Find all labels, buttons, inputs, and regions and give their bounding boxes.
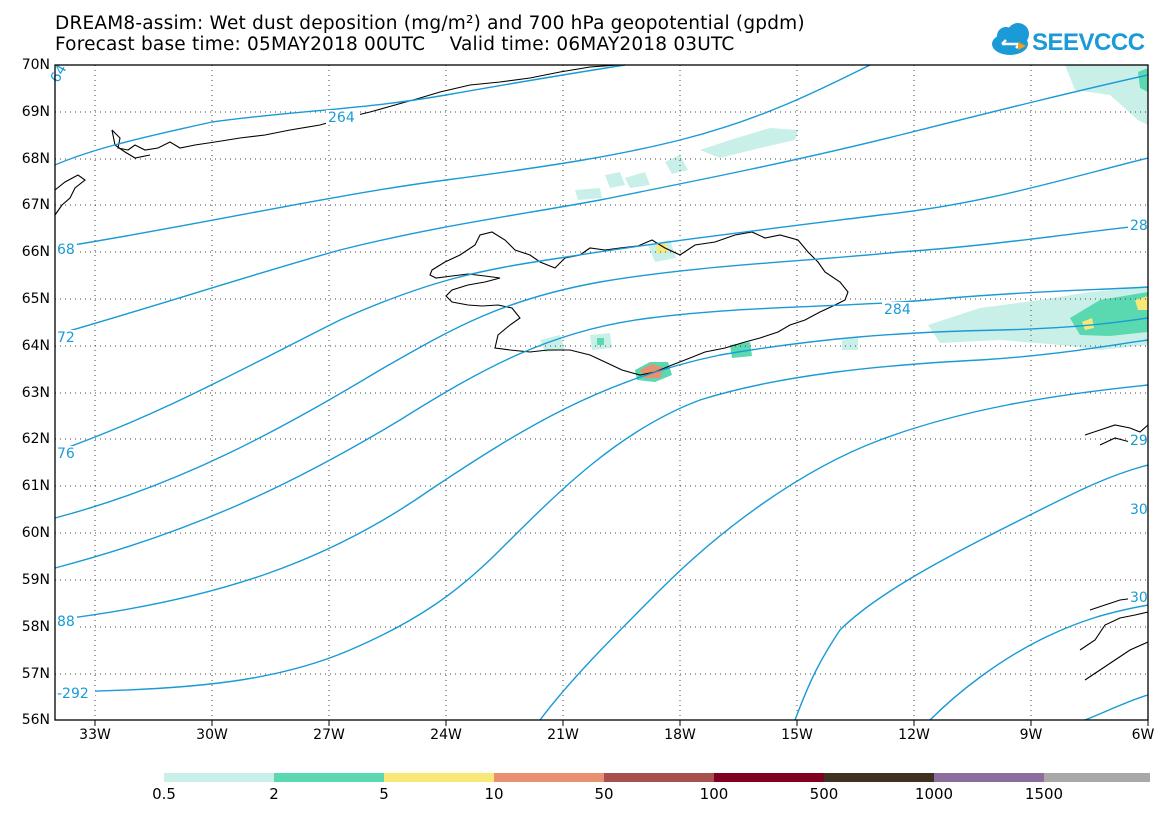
contour-label: 28 <box>1130 218 1148 234</box>
lon-label-21w: 21W <box>547 727 579 743</box>
lat-label-70n: 70N <box>21 57 50 73</box>
lat-label-65n: 65N <box>21 291 50 307</box>
graticule <box>55 65 1148 720</box>
contour-label: 264 <box>328 110 355 126</box>
contour-label: 284 <box>884 302 911 318</box>
lon-label-6w: 6W <box>1131 727 1155 743</box>
axis-ticks <box>94 720 1149 726</box>
lat-label-69n: 69N <box>21 104 50 120</box>
colorbar-swatch-7 <box>934 773 1044 782</box>
colorbar-label: 100 <box>699 785 729 803</box>
lon-label-12w: 12W <box>898 727 930 743</box>
lat-label-60n: 60N <box>21 525 50 541</box>
lat-label-61n: 61N <box>21 478 50 494</box>
lon-label-30w: 30W <box>196 727 228 743</box>
colorbar-swatch-3 <box>494 773 604 782</box>
lat-label-63n: 63N <box>21 385 50 401</box>
lat-label-56n: 56N <box>21 712 50 728</box>
lat-label-68n: 68N <box>21 151 50 167</box>
geopotential-contours <box>54 64 1149 721</box>
colorbar-swatch-6 <box>824 773 934 782</box>
colorbar-swatch-1 <box>274 773 384 782</box>
lon-label-27w: 27W <box>313 727 345 743</box>
contour-label: 29 <box>1130 433 1148 449</box>
contour-label: 30 <box>1130 590 1148 606</box>
lat-label-58n: 58N <box>21 619 50 635</box>
lat-label-67n: 67N <box>21 197 50 213</box>
lon-label-24w: 24W <box>430 727 462 743</box>
dust-deposition-layer <box>540 65 1148 382</box>
colorbar-label: 5 <box>379 785 389 803</box>
contour-label: -292 <box>57 686 89 702</box>
contour-label: 72 <box>57 330 75 346</box>
lon-label-18w: 18W <box>664 727 696 743</box>
colorbar-swatch-2 <box>384 773 494 782</box>
map-subtitle: Forecast base time: 05MAY2018 00UTC Vali… <box>55 34 735 55</box>
colorbar-swatch-4 <box>604 773 714 782</box>
contour-label: 88 <box>57 614 75 630</box>
lat-label-66n: 66N <box>21 244 50 260</box>
colorbar-label: 1000 <box>914 785 954 803</box>
lat-label-64n: 64N <box>21 338 50 354</box>
colorbar-label: 0.5 <box>152 785 176 803</box>
colorbar-swatch-8 <box>1044 773 1150 782</box>
colorbar-label: 2 <box>269 785 279 803</box>
colorbar-label: 1500 <box>1024 785 1064 803</box>
lon-label-9w: 9W <box>1019 727 1043 743</box>
seevccc-logo: SEEVCCC <box>992 23 1145 56</box>
contour-label: 68 <box>57 242 75 258</box>
colorbar-label: 50 <box>594 785 614 803</box>
contour-label: 64 <box>48 62 71 86</box>
contour-label: 30 <box>1130 502 1148 518</box>
map-title: DREAM8-assim: Wet dust deposition (mg/m²… <box>55 13 805 34</box>
colorbar-label: 10 <box>484 785 504 803</box>
logo-text: SEEVCCC <box>1032 29 1145 56</box>
lon-label-33w: 33W <box>79 727 111 743</box>
cloud-logo-icon <box>992 23 1029 55</box>
lat-label-62n: 62N <box>21 431 50 447</box>
colorbar-label: 500 <box>809 785 839 803</box>
contour-labels: 264 284 68 72 76 88 -292 29 30 30 28 64 <box>48 62 1148 702</box>
colorbar-swatch-5 <box>714 773 824 782</box>
map-frame <box>54 64 1149 721</box>
lat-label-59n: 59N <box>21 572 50 588</box>
contour-label: 76 <box>57 446 75 462</box>
lat-label-57n: 57N <box>21 666 50 682</box>
lon-label-15w: 15W <box>781 727 813 743</box>
colorbar-swatch-0 <box>164 773 274 782</box>
